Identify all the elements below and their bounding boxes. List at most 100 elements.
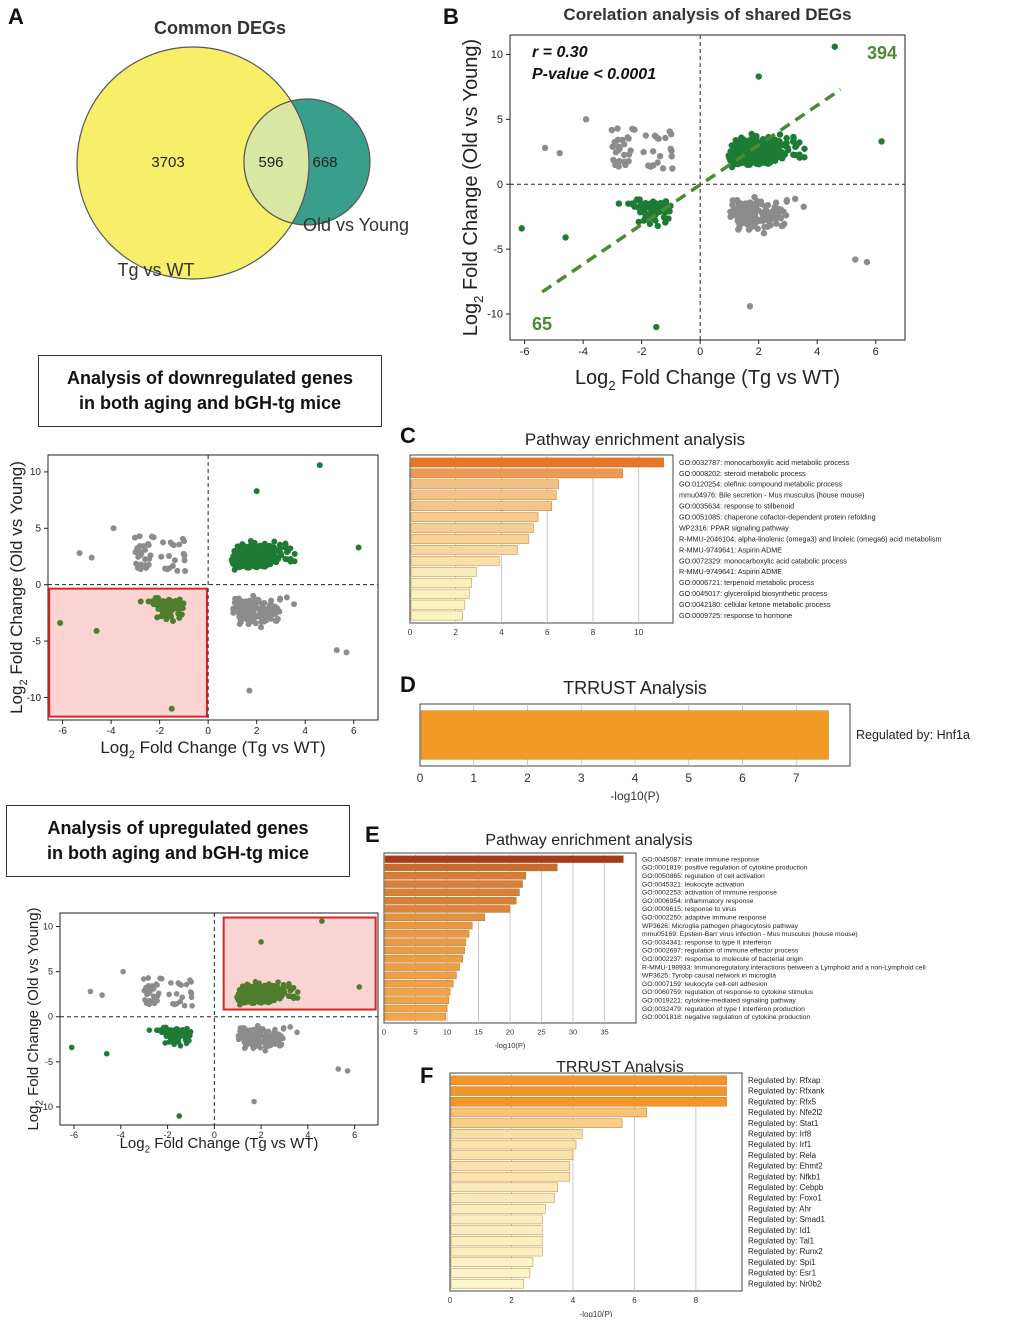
category-label: GO:0002250: adaptive immune response [642,915,767,922]
scatter-point [267,1042,274,1049]
category-label: GO:0008202: steroid metabolic process [679,469,806,478]
scatter-point [76,550,83,557]
scatter-point [740,159,748,166]
scatter-point [244,554,251,561]
scatter-point [640,148,647,156]
bar [450,1193,555,1203]
scatter-point [662,198,670,205]
scatter-point [152,595,159,602]
bar [410,523,534,533]
scatter-point [801,154,808,161]
x-tick-label: -4 [578,346,588,358]
x-tick-label: 5 [413,1028,417,1037]
scatter-point [158,553,165,560]
x-tick-label: 8 [694,1296,699,1305]
bar [410,599,466,610]
scatter-point [181,557,188,564]
category-label: GO:0001819: positive regulation of cytok… [642,865,808,872]
bar [384,971,457,980]
scatter-point [262,1047,269,1054]
scatter-point [801,145,808,152]
scatter-point [231,599,238,606]
scatter-point [258,556,265,563]
scatter-point [175,1039,182,1045]
scatter-point [294,1029,300,1036]
category-label: GO:0002697: regulation of immune effecto… [642,948,799,955]
scatter-point [237,1028,243,1034]
scatter-point [274,547,281,554]
x-tick-label: 10 [443,1028,451,1037]
panel-label-d: D [400,672,416,697]
scatter-point [285,993,292,1000]
category-label: GO:0002237: response to molecule of bact… [642,956,803,963]
scatter-point [356,984,363,990]
venn-overlap-count: 596 [258,154,283,171]
bar [450,1107,647,1118]
scatter-point [767,159,774,166]
venn-title: Common DEGs [154,18,286,38]
scatter-chart-correlation: Corelation analysis of shared DEGs -6 -4 -2… [460,5,906,392]
bar [410,512,539,522]
x-tick-label: 0 [212,1130,217,1140]
trend-line [541,88,842,294]
scatter-point [343,649,350,656]
category-label: GO:0120254: olefinic compound metabolic … [679,480,842,489]
x-tick-label: -4 [117,1130,125,1140]
scatter-point [761,143,768,150]
scatter-point [748,130,755,138]
scatter-point [745,226,753,233]
x-tick-label: -2 [637,346,647,358]
y-tick-label: 0 [497,179,503,191]
bar [384,946,465,955]
scatter-point [783,134,790,142]
y-tick-label: -10 [27,693,42,704]
scatter-point [735,226,742,233]
scatter-point [800,203,807,210]
bar-chart-trrust-down: TRRUST Analysis 0 1 2 3 4 5 6 7 -log10(P) Regulate… [417,678,970,803]
scatter-point [767,222,774,229]
x-tick-label: 2 [524,771,531,785]
scatter-point [141,987,148,994]
scatter-point [132,549,139,556]
scatter-point [248,611,255,618]
y-tick-label: -5 [493,244,503,256]
y-tick-label: 0 [48,1012,53,1022]
bar [384,1013,446,1021]
scatter-point [93,627,100,634]
scatter-point [294,989,301,995]
category-label: Regulated by: Irf1 [748,1140,812,1149]
bar [450,1086,727,1096]
scatter-point [746,208,753,215]
scatter-point [146,1027,153,1033]
category-label: R-MMU-9749641: Aspirin ADME [679,545,782,554]
venn-diagram: Common DEGs Old vs Young Tg vs WT 3703 59… [76,18,409,280]
y-tick-label: 10 [30,467,42,478]
x-tick-label: 7 [793,771,800,785]
scatter-point [234,558,241,565]
scatter-point [647,209,655,216]
scatter-point [783,196,791,204]
bar [384,921,473,930]
scatter-point [761,223,768,231]
x-tick-label: 0 [697,346,703,358]
scatter-point [753,135,760,142]
category-label: GO:0002253: activation of immune respons… [642,890,777,897]
bar [410,479,559,490]
scatter-point [162,565,169,572]
scatter-point [248,1028,254,1034]
category-label: GO:0032787: monocarboxylic acid metaboli… [679,458,850,467]
scatter-point [276,541,283,548]
scatter-point [651,132,659,139]
bar [450,1097,727,1107]
scatter-point [251,542,258,549]
bar [450,1150,574,1160]
x-tick-label: 2 [254,726,260,737]
scatter-point [778,155,786,162]
scatter-point [258,548,265,555]
scatter-point [68,1044,75,1051]
scatter-point [88,554,95,561]
scatter-point [120,968,126,975]
scatter-point [267,992,274,998]
scatter-point [863,258,871,266]
scatter-point [754,150,761,158]
